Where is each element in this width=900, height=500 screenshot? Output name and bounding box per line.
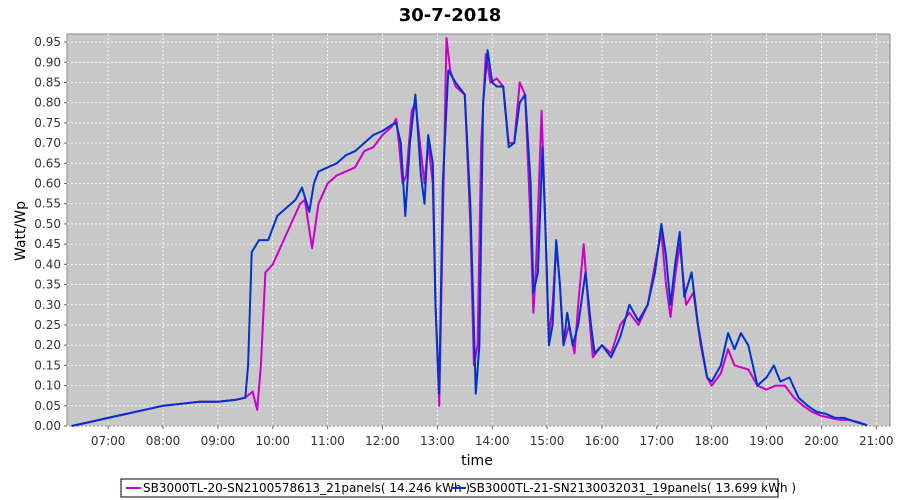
y-tick-label: 0.35 [34, 278, 61, 292]
y-tick-label: 0.15 [34, 358, 61, 372]
y-tick-label: 0.60 [34, 177, 61, 191]
series-group [71, 37, 868, 427]
y-tick-label: 0.10 [34, 379, 61, 393]
x-tick-label: 11:00 [310, 434, 345, 448]
x-tick-label: 16:00 [585, 434, 620, 448]
y-tick-label: 0.50 [34, 217, 61, 231]
y-tick-label: 0.40 [34, 257, 61, 271]
x-tick-label: 07:00 [91, 434, 126, 448]
x-tick-label: 10:00 [255, 434, 290, 448]
x-tick-label: 15:00 [530, 434, 565, 448]
series-line-2 [71, 49, 868, 427]
x-tick-label: 18:00 [694, 434, 729, 448]
legend-label-series-1: SB3000TL-20-SN2100578613_21panels( 14.24… [143, 481, 470, 495]
x-tick-label: 12:00 [365, 434, 400, 448]
x-tick-label: 19:00 [749, 434, 784, 448]
y-axis: 0.00 0.05 0.10 0.15 0.20 0.25 0.30 0.35 0.40 0.45… [34, 35, 67, 433]
chart-title: 30-7-2018 [399, 5, 502, 26]
x-tick-label: 08:00 [146, 434, 181, 448]
y-tick-label: 0.05 [34, 399, 61, 413]
x-tick-label: 14:00 [475, 434, 510, 448]
legend: SB3000TL-20-SN2100578613_21panels( 14.24… [120, 478, 796, 498]
y-tick-label: 0.75 [34, 116, 61, 130]
x-axis: 07:00 08:00 09:00 10:00 11:00 12:00 13:00 14:00… [91, 426, 894, 448]
x-axis-label: time [461, 453, 493, 469]
y-tick-label: 0.55 [34, 197, 61, 211]
y-tick-label: 0.85 [34, 75, 61, 89]
y-tick-label: 0.65 [34, 156, 61, 170]
x-tick-label: 20:00 [804, 434, 839, 448]
x-tick-label: 21:00 [859, 434, 894, 448]
y-tick-label: 0.20 [34, 338, 61, 352]
y-tick-label: 0.30 [34, 298, 61, 312]
legend-label-series-2: SB3000TL-21-SN2130032031_19panels( 13.69… [469, 481, 796, 495]
y-tick-label: 0.80 [34, 96, 61, 110]
grid [67, 34, 890, 427]
legend-box [120, 478, 779, 498]
y-tick-label: 0.25 [34, 318, 61, 332]
y-axis-label: Watt/Wp [13, 201, 29, 261]
y-tick-label: 0.00 [34, 419, 61, 433]
x-tick-label: 17:00 [640, 434, 675, 448]
y-tick-label: 0.95 [34, 35, 61, 49]
x-tick-label: 13:00 [420, 434, 455, 448]
x-tick-label: 09:00 [201, 434, 236, 448]
y-tick-label: 0.45 [34, 237, 61, 251]
y-tick-label: 0.70 [34, 136, 61, 150]
plot-area [66, 33, 891, 427]
y-tick-label: 0.90 [34, 55, 61, 69]
